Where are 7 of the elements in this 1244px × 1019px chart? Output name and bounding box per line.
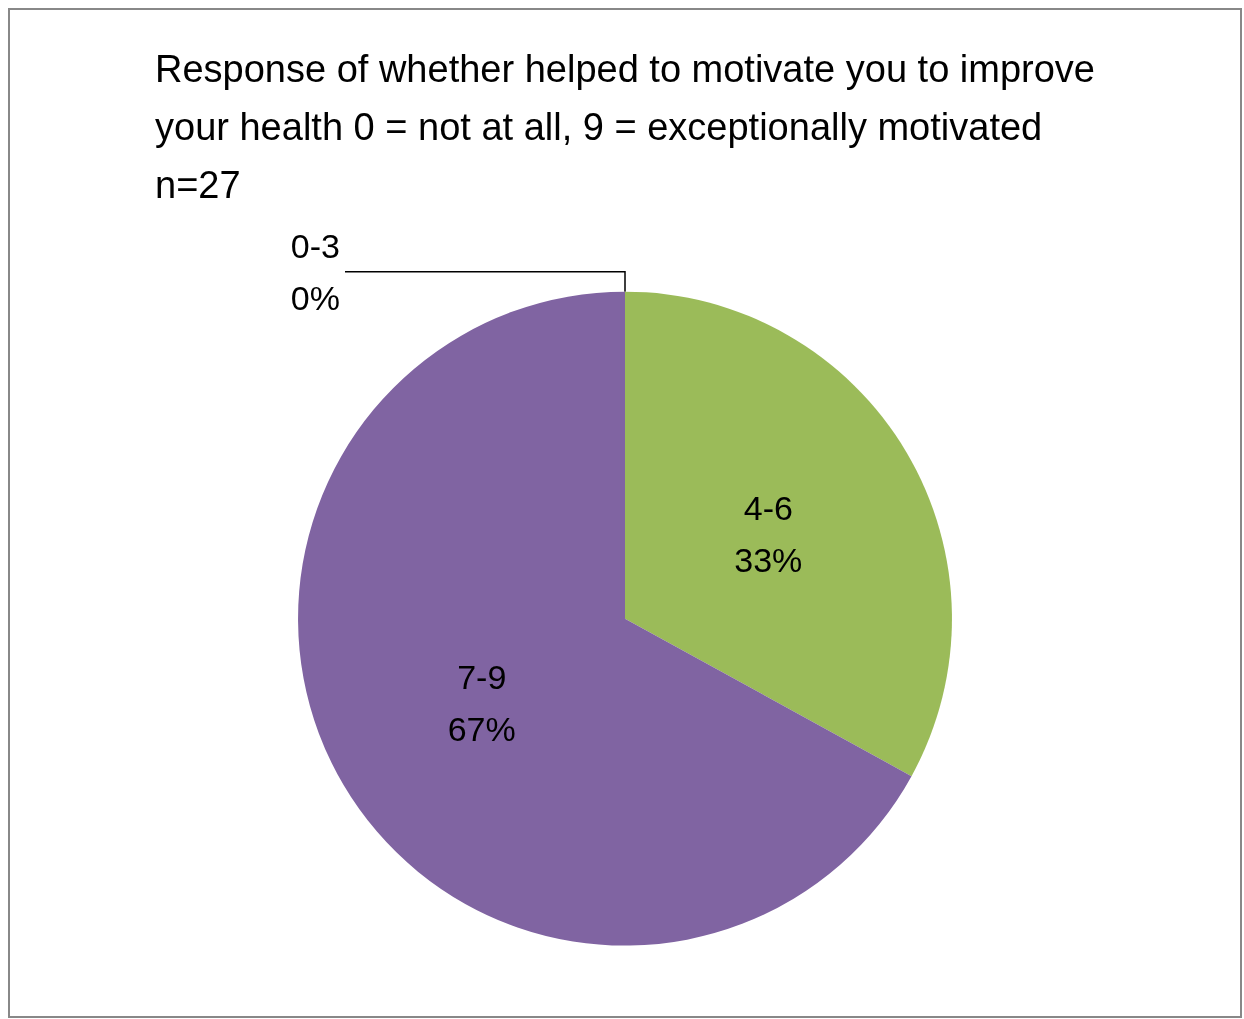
data-label: 33%	[734, 540, 803, 579]
slice-label: 7-9	[457, 658, 507, 697]
slice-label: 4-6	[743, 488, 793, 527]
chart-title: Response of whether helped to motivate you to improve your health 0 = not at all, 9 = exceptionally motivated n=27	[155, 48, 1106, 206]
data-label: 67%	[447, 710, 516, 749]
text: 0%	[290, 278, 340, 317]
category-label: 0-3	[290, 226, 340, 265]
